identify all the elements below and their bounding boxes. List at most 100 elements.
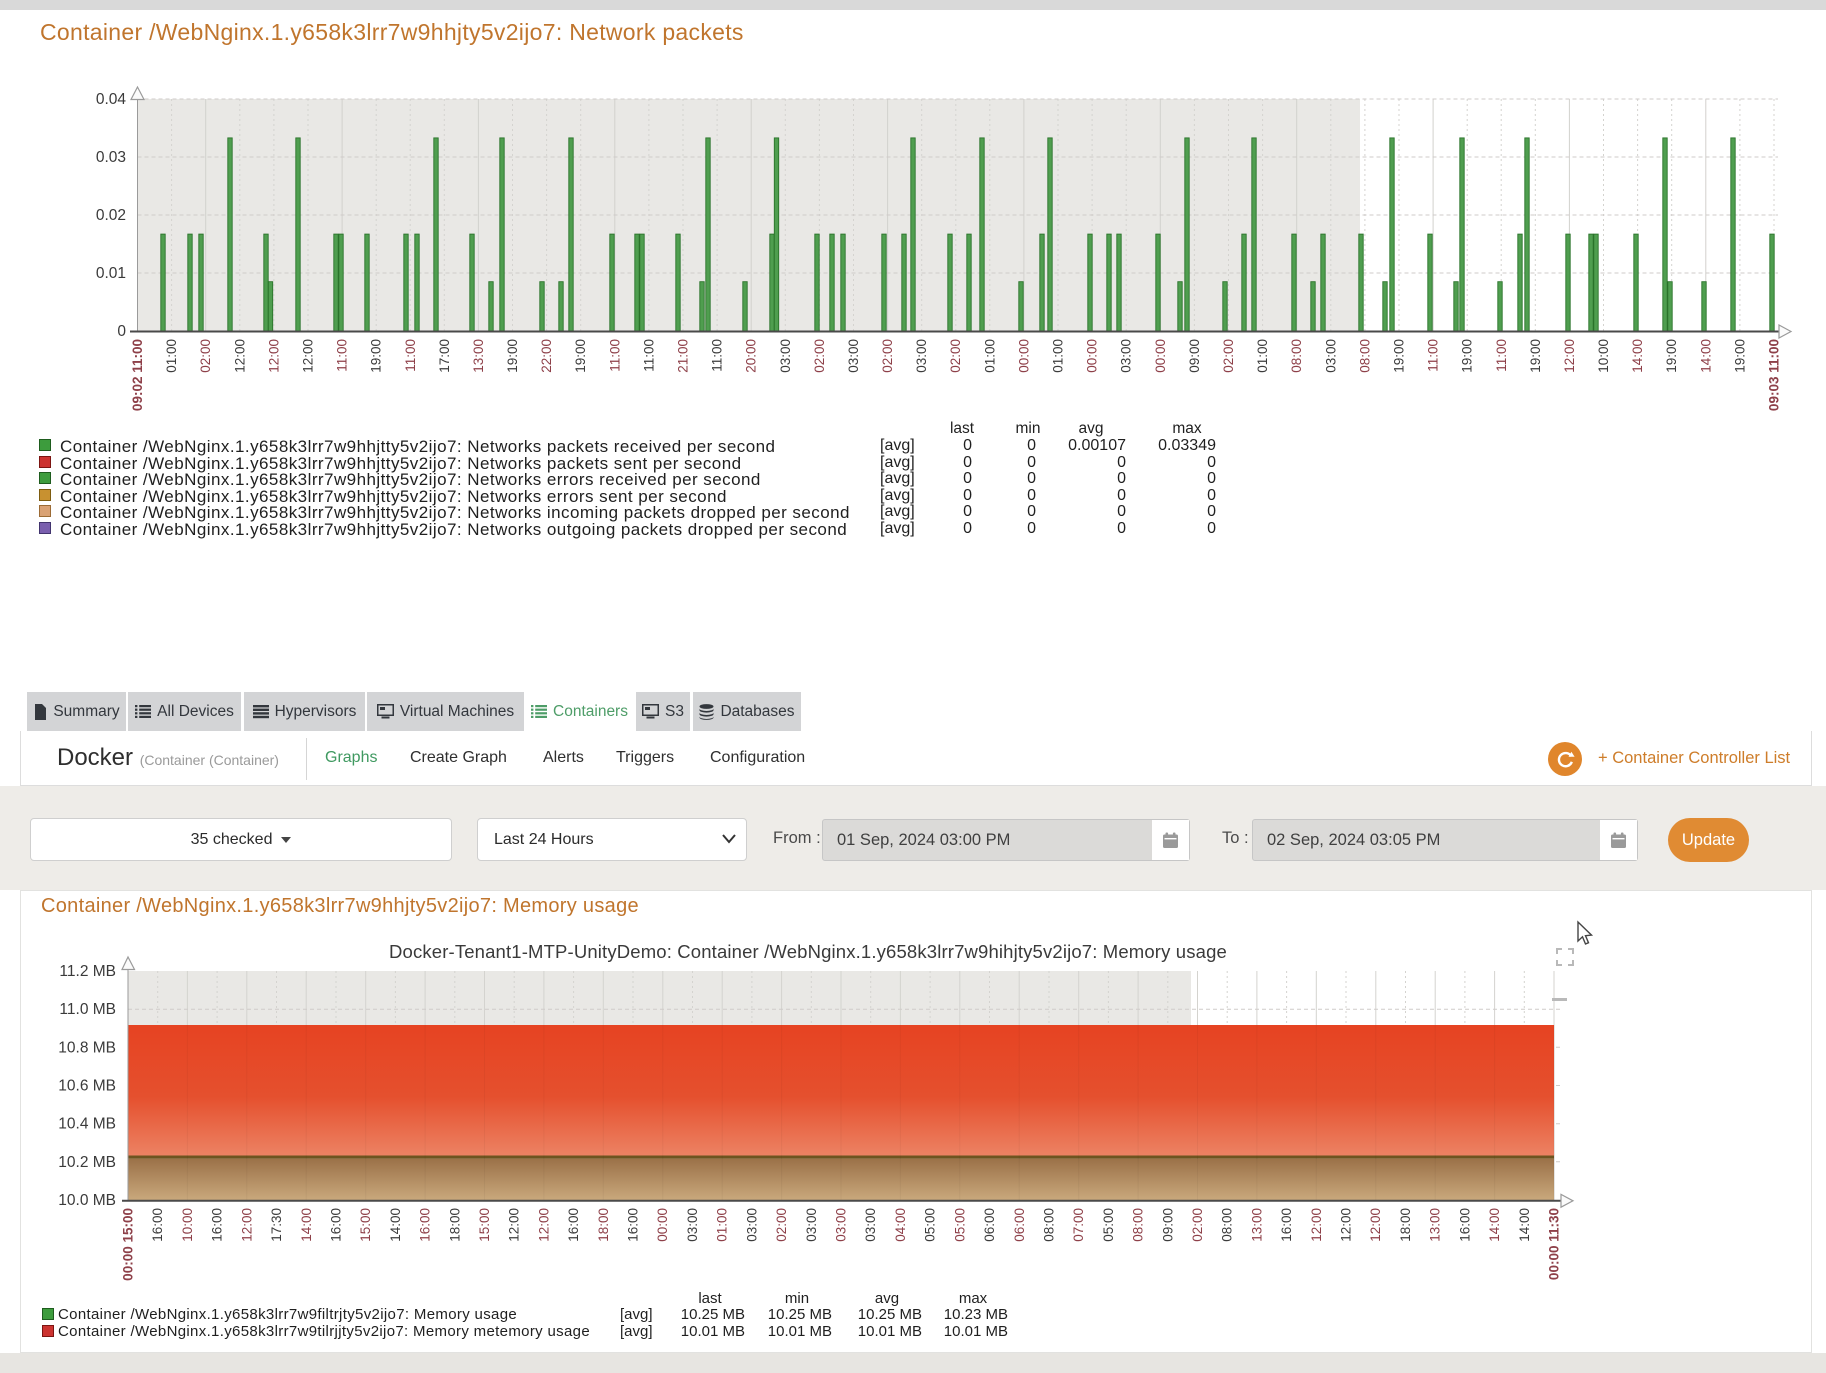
svg-text:10:00: 10:00	[180, 1208, 195, 1242]
svg-text:10:00: 10:00	[1596, 339, 1611, 373]
svg-text:14:00: 14:00	[1698, 339, 1713, 373]
svg-text:11:00: 11:00	[1494, 339, 1509, 372]
svg-text:00:00: 00:00	[1153, 339, 1168, 373]
svg-text:19:00: 19:00	[573, 339, 588, 373]
svg-text:09:03 11:00: 09:03 11:00	[1767, 339, 1782, 411]
svg-text:10.4 MB: 10.4 MB	[58, 1116, 116, 1133]
svg-text:08:00: 08:00	[1220, 1208, 1235, 1242]
svg-text:16:00: 16:00	[1279, 1208, 1294, 1242]
svg-text:03:00: 03:00	[685, 1208, 700, 1242]
svg-text:12:00: 12:00	[507, 1208, 522, 1242]
svg-text:19:00: 19:00	[369, 339, 384, 373]
svg-text:01:00: 01:00	[164, 339, 179, 373]
svg-text:06:00: 06:00	[982, 1208, 997, 1242]
svg-text:21:00: 21:00	[676, 339, 691, 373]
svg-text:05:00: 05:00	[923, 1208, 938, 1242]
svg-text:18:00: 18:00	[596, 1208, 611, 1242]
svg-text:03:00: 03:00	[744, 1208, 759, 1242]
svg-text:08:00: 08:00	[1131, 1208, 1146, 1242]
svg-text:12:00: 12:00	[1309, 1208, 1324, 1242]
svg-text:16:00: 16:00	[1457, 1208, 1472, 1242]
svg-text:17:30: 17:30	[269, 1208, 284, 1242]
svg-text:08:00: 08:00	[1042, 1208, 1057, 1242]
svg-text:12:00: 12:00	[536, 1208, 551, 1242]
svg-text:12:00: 12:00	[1368, 1208, 1383, 1242]
svg-text:00:00: 00:00	[655, 1208, 670, 1242]
svg-text:01:00: 01:00	[982, 339, 997, 373]
svg-text:07:00: 07:00	[1071, 1208, 1086, 1242]
svg-text:11:00: 11:00	[1426, 339, 1441, 372]
svg-text:01:00: 01:00	[1051, 339, 1066, 373]
svg-text:13:00: 13:00	[1428, 1208, 1443, 1242]
svg-text:0.03: 0.03	[96, 149, 126, 166]
svg-text:02:00: 02:00	[1190, 1208, 1205, 1242]
svg-text:10.8 MB: 10.8 MB	[58, 1039, 116, 1056]
svg-text:19:00: 19:00	[1664, 339, 1679, 373]
svg-text:0.02: 0.02	[96, 207, 126, 224]
svg-text:18:00: 18:00	[1398, 1208, 1413, 1242]
svg-text:03:00: 03:00	[1119, 339, 1134, 373]
svg-text:12:00: 12:00	[1562, 339, 1577, 373]
svg-text:10.0 MB: 10.0 MB	[58, 1192, 116, 1209]
svg-text:18:00: 18:00	[447, 1208, 462, 1242]
svg-text:03:00: 03:00	[846, 339, 861, 373]
svg-text:19:00: 19:00	[1732, 339, 1747, 373]
svg-text:16:00: 16:00	[329, 1208, 344, 1242]
svg-text:12:00: 12:00	[239, 1208, 254, 1242]
svg-text:22:00: 22:00	[539, 339, 554, 373]
svg-text:09:00: 09:00	[1187, 339, 1202, 373]
svg-text:11:00: 11:00	[607, 339, 622, 372]
svg-text:11.0 MB: 11.0 MB	[59, 1001, 116, 1018]
svg-text:11.2 MB: 11.2 MB	[59, 963, 116, 980]
svg-text:12:00: 12:00	[232, 339, 247, 373]
svg-text:02:00: 02:00	[812, 339, 827, 373]
svg-text:01:00: 01:00	[715, 1208, 730, 1242]
svg-text:14:00: 14:00	[1487, 1208, 1502, 1242]
svg-text:20:00: 20:00	[744, 339, 759, 373]
svg-text:13:00: 13:00	[1249, 1208, 1264, 1242]
svg-text:06:00: 06:00	[1012, 1208, 1027, 1242]
svg-text:05:00: 05:00	[1101, 1208, 1116, 1242]
svg-text:02:00: 02:00	[948, 339, 963, 373]
svg-text:16:00: 16:00	[210, 1208, 225, 1242]
svg-text:03:00: 03:00	[914, 339, 929, 373]
svg-text:14:00: 14:00	[299, 1208, 314, 1242]
svg-text:05:00: 05:00	[952, 1208, 967, 1242]
svg-text:19:00: 19:00	[505, 339, 520, 373]
svg-text:11:00: 11:00	[403, 339, 418, 372]
svg-text:12:00: 12:00	[1339, 1208, 1354, 1242]
svg-text:03:00: 03:00	[804, 1208, 819, 1242]
svg-text:17:00: 17:00	[437, 339, 452, 373]
svg-text:14:00: 14:00	[388, 1208, 403, 1242]
svg-text:19:00: 19:00	[1528, 339, 1543, 373]
svg-text:16:00: 16:00	[566, 1208, 581, 1242]
svg-text:02:00: 02:00	[880, 339, 895, 373]
svg-text:00:00: 00:00	[1016, 339, 1031, 373]
svg-text:0.04: 0.04	[96, 91, 127, 108]
svg-text:16:00: 16:00	[418, 1208, 433, 1242]
svg-text:14:00: 14:00	[1630, 339, 1645, 373]
svg-text:15:00: 15:00	[358, 1208, 373, 1242]
svg-text:09:00: 09:00	[1160, 1208, 1175, 1242]
svg-text:0: 0	[117, 323, 126, 340]
svg-text:11:00: 11:00	[641, 339, 656, 372]
svg-text:12:00: 12:00	[301, 339, 316, 373]
svg-text:03:00: 03:00	[834, 1208, 849, 1242]
svg-text:10.2 MB: 10.2 MB	[58, 1154, 116, 1171]
svg-text:13:00: 13:00	[471, 339, 486, 373]
svg-text:01:00: 01:00	[1255, 339, 1270, 373]
svg-text:0.01: 0.01	[96, 265, 126, 282]
svg-text:09:02 11:00: 09:02 11:00	[130, 339, 145, 411]
svg-text:04:00: 04:00	[893, 1208, 908, 1242]
svg-text:08:00: 08:00	[1357, 339, 1372, 373]
svg-text:03:00: 03:00	[863, 1208, 878, 1242]
svg-text:11:00: 11:00	[335, 339, 350, 372]
svg-text:08:00: 08:00	[1289, 339, 1304, 373]
svg-text:02:00: 02:00	[774, 1208, 789, 1242]
svg-text:11:00: 11:00	[710, 339, 725, 372]
svg-text:19:00: 19:00	[1460, 339, 1475, 373]
svg-text:00:00: 00:00	[1085, 339, 1100, 373]
svg-text:00:00 11:30: 00:00 11:30	[1547, 1208, 1562, 1280]
svg-text:16:00: 16:00	[150, 1208, 165, 1242]
svg-text:02:00: 02:00	[198, 339, 213, 373]
